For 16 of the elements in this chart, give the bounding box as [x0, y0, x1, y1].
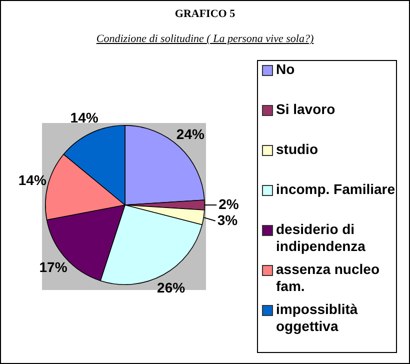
data-label: 17% — [39, 259, 68, 276]
chart-subtitle: Condizione di solitudine ( La persona vive sola?) — [95, 33, 315, 45]
data-label: 24% — [176, 126, 205, 142]
data-label: 26% — [157, 280, 186, 296]
legend-label: assenza nucleo fam. — [276, 261, 380, 295]
data-label: 14% — [70, 109, 99, 126]
chart-title: GRAFICO 5 — [174, 8, 236, 20]
legend-label: Si lavoro — [276, 101, 336, 118]
data-label: 14% — [18, 172, 47, 188]
legend-label: incomp. Familiare — [276, 181, 396, 198]
legend-label: studio — [276, 141, 318, 158]
legend-label: desiderio di indipendenza — [276, 221, 366, 255]
legend-label: No — [276, 61, 295, 78]
data-label: 2% — [218, 196, 240, 212]
legend-label: impossiblità oggettiva — [276, 301, 359, 335]
data-label: 3% — [217, 212, 238, 228]
